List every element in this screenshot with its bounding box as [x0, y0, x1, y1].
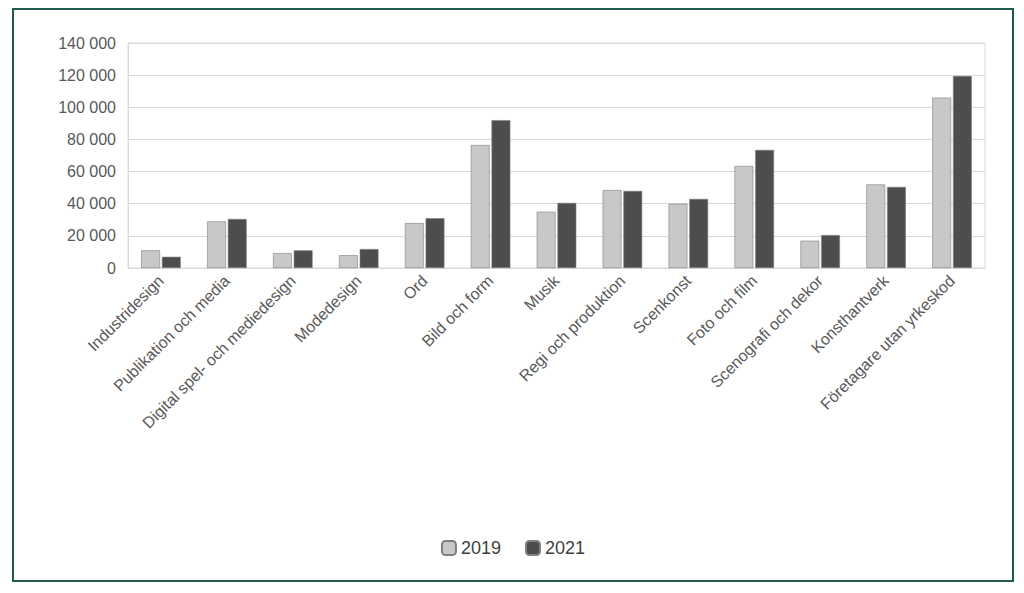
svg-text:Foto och film: Foto och film: [683, 272, 761, 349]
svg-text:40 000: 40 000: [67, 195, 116, 212]
svg-text:80 000: 80 000: [67, 131, 116, 148]
svg-text:Scenografi och dekor: Scenografi och dekor: [707, 272, 826, 391]
svg-text:Bild och form: Bild och form: [419, 272, 497, 350]
svg-text:Publikation och media: Publikation och media: [110, 272, 233, 395]
svg-text:140 000: 140 000: [58, 35, 116, 52]
svg-text:60 000: 60 000: [67, 163, 116, 180]
svg-text:Konsthantverk: Konsthantverk: [807, 272, 893, 357]
svg-text:Digital spel- och mediedesign: Digital spel- och mediedesign: [139, 272, 299, 432]
svg-text:Scenkonst: Scenkonst: [630, 272, 695, 337]
svg-text:Ord: Ord: [400, 272, 431, 303]
svg-text:0: 0: [107, 260, 116, 277]
svg-text:Regi och produktion: Regi och produktion: [516, 272, 629, 385]
svg-text:2021: 2021: [545, 538, 585, 558]
svg-text:120 000: 120 000: [58, 67, 116, 84]
svg-text:Industridesign: Industridesign: [84, 272, 167, 355]
svg-text:20 000: 20 000: [67, 227, 116, 244]
svg-text:Modedesign: Modedesign: [291, 272, 365, 346]
svg-text:2019: 2019: [461, 538, 501, 558]
svg-text:100 000: 100 000: [58, 99, 116, 116]
svg-text:Musik: Musik: [521, 271, 563, 313]
svg-text:Företagare utan yrkeskod: Företagare utan yrkeskod: [817, 272, 958, 413]
